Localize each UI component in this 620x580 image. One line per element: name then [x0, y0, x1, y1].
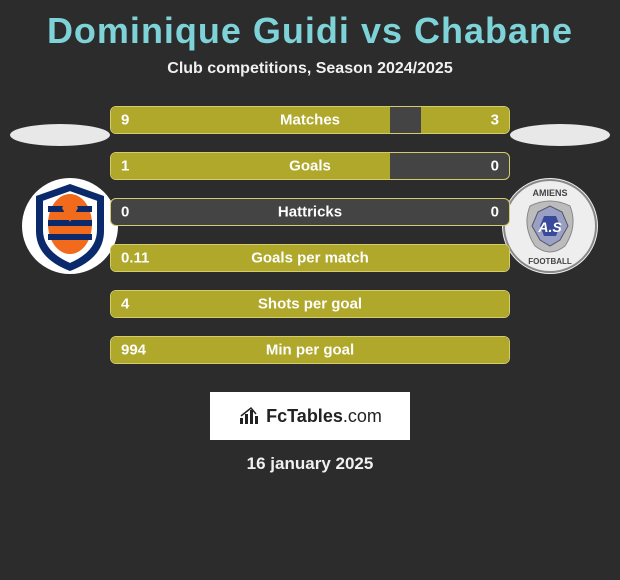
- footer-brand: FcTables.com: [266, 406, 382, 427]
- crest-right-top-text: AMIENS: [532, 188, 567, 198]
- stat-left-value: 4: [121, 296, 129, 313]
- bar-fill-left: [111, 107, 390, 133]
- stat-left-value: 994: [121, 342, 146, 359]
- subtitle: Club competitions, Season 2024/2025: [0, 60, 620, 78]
- stat-label: Matches: [280, 112, 340, 129]
- page-title: Dominique Guidi vs Chabane: [0, 0, 620, 52]
- stat-right-value: 0: [491, 158, 499, 175]
- stat-row: 0.11 Goals per match: [110, 244, 510, 272]
- player2-name: Chabane: [414, 10, 573, 51]
- shadow-ellipse-left: [10, 124, 110, 146]
- stat-label: Goals: [289, 158, 331, 175]
- club-crest-left: [20, 176, 120, 276]
- stat-row: 0 Hattricks 0: [110, 198, 510, 226]
- crest-right-bottom-text: FOOTBALL: [528, 257, 572, 266]
- stat-bars: 9 Matches 3 1 Goals 0 0 Hattricks 0 0.11 Goals per…: [110, 106, 510, 364]
- shadow-ellipse-right: [510, 124, 610, 146]
- stat-left-value: 9: [121, 112, 129, 129]
- player1-name: Dominique Guidi: [47, 10, 350, 51]
- stat-right-value: 0: [491, 204, 499, 221]
- stat-left-value: 1: [121, 158, 129, 175]
- date-text: 16 january 2025: [0, 454, 620, 474]
- stat-label: Goals per match: [251, 250, 369, 267]
- stat-row: 9 Matches 3: [110, 106, 510, 134]
- footer-brand-bold: FcTables: [266, 406, 343, 426]
- stat-left-value: 0.11: [121, 250, 149, 267]
- stat-row: 1 Goals 0: [110, 152, 510, 180]
- stat-label: Hattricks: [278, 204, 342, 221]
- stat-right-value: 3: [491, 112, 499, 129]
- footer-brand-thin: .com: [343, 406, 382, 426]
- stat-label: Shots per goal: [258, 296, 362, 313]
- vs-text: vs: [361, 10, 403, 51]
- comparison-panel: AMIENS FOOTBALL A.S 9 Matches 3 1 Goals 0 0 Hat…: [0, 106, 620, 364]
- club-crest-right: AMIENS FOOTBALL A.S: [500, 176, 600, 276]
- stat-row: 994 Min per goal: [110, 336, 510, 364]
- stat-row: 4 Shots per goal: [110, 290, 510, 318]
- bar-fill-left: [111, 153, 390, 179]
- chart-icon: [238, 406, 262, 426]
- footer-brand-box: FcTables.com: [210, 392, 410, 440]
- stat-left-value: 0: [121, 204, 129, 221]
- svg-text:A.S: A.S: [537, 219, 562, 235]
- stat-label: Min per goal: [266, 342, 354, 359]
